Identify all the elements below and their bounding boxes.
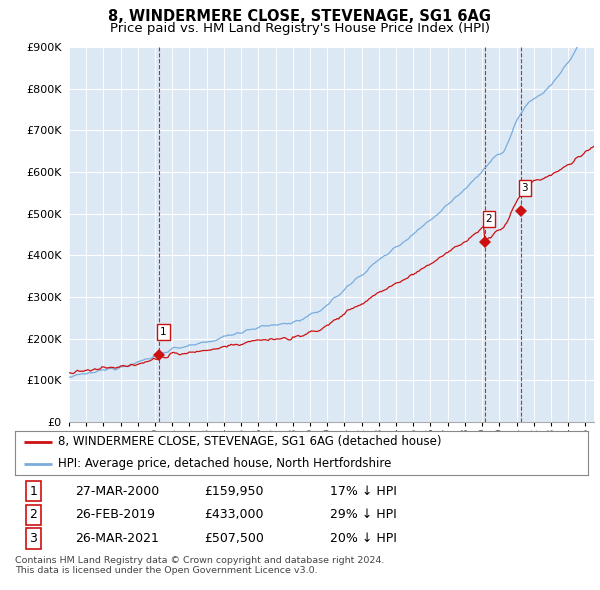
Text: 1: 1 [29, 484, 37, 498]
Text: 3: 3 [29, 532, 37, 545]
Text: 17% ↓ HPI: 17% ↓ HPI [330, 484, 397, 498]
Text: 20% ↓ HPI: 20% ↓ HPI [330, 532, 397, 545]
Text: 2: 2 [29, 508, 37, 522]
Text: 29% ↓ HPI: 29% ↓ HPI [330, 508, 397, 522]
Text: £507,500: £507,500 [204, 532, 264, 545]
Text: £433,000: £433,000 [204, 508, 263, 522]
Text: £159,950: £159,950 [204, 484, 263, 498]
Text: 8, WINDERMERE CLOSE, STEVENAGE, SG1 6AG: 8, WINDERMERE CLOSE, STEVENAGE, SG1 6AG [109, 9, 491, 24]
Text: 26-MAR-2021: 26-MAR-2021 [75, 532, 159, 545]
Text: 8, WINDERMERE CLOSE, STEVENAGE, SG1 6AG (detached house): 8, WINDERMERE CLOSE, STEVENAGE, SG1 6AG … [58, 435, 442, 448]
Text: Price paid vs. HM Land Registry's House Price Index (HPI): Price paid vs. HM Land Registry's House … [110, 22, 490, 35]
Text: 27-MAR-2000: 27-MAR-2000 [75, 484, 160, 498]
Text: 1: 1 [160, 327, 167, 337]
Text: 2: 2 [485, 214, 493, 224]
Text: Contains HM Land Registry data © Crown copyright and database right 2024.
This d: Contains HM Land Registry data © Crown c… [15, 556, 385, 575]
Text: 26-FEB-2019: 26-FEB-2019 [75, 508, 155, 522]
Text: 3: 3 [521, 183, 528, 193]
Text: HPI: Average price, detached house, North Hertfordshire: HPI: Average price, detached house, Nort… [58, 457, 391, 470]
